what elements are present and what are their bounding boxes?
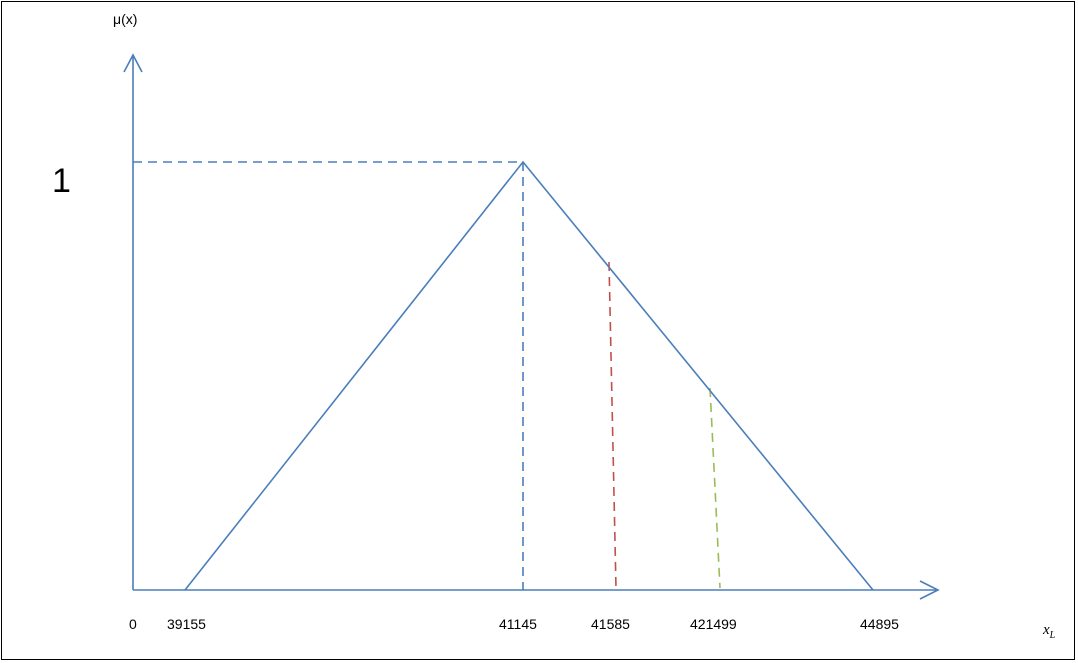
x-axis-arrowhead	[919, 580, 940, 600]
membership-function-line	[184, 160, 874, 591]
tick-label-41585: 41585	[591, 616, 630, 632]
tick-label-0: 0	[129, 616, 137, 632]
tick-label-41145: 41145	[499, 616, 537, 632]
tick-label-44895: 44895	[860, 616, 899, 632]
y-axis-arrowhead	[123, 53, 143, 73]
tick-label-421499: 421499	[690, 616, 737, 632]
tick-label-39155: 39155	[167, 616, 206, 632]
red-dashed-line	[608, 261, 617, 589]
green-dashed-line	[709, 387, 721, 589]
y-peak-label: 1	[52, 162, 71, 200]
x-axis-label: xL	[1042, 622, 1056, 641]
y-axis-label: μ(x)	[113, 11, 137, 27]
